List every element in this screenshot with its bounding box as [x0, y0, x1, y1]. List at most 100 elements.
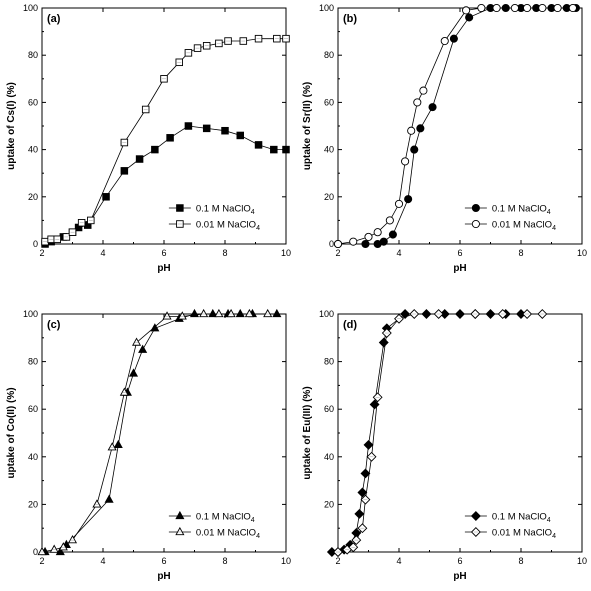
- data-point: [477, 3, 486, 13]
- x-axis-label: pH: [157, 263, 170, 274]
- y-tick-label: 60: [324, 97, 334, 107]
- data-point: [128, 368, 139, 377]
- y-tick-label: 40: [28, 452, 38, 462]
- legend-label: 0.01 M NaClO4: [196, 220, 260, 233]
- y-tick-label: 80: [324, 357, 334, 367]
- x-tick-label: 6: [161, 248, 166, 258]
- legend-marker: [471, 219, 480, 229]
- data-point: [361, 239, 370, 249]
- legend-label: 0.1 M NaClO4: [196, 512, 255, 525]
- data-point: [272, 308, 282, 318]
- legend-label: 0.01 M NaClO4: [196, 528, 260, 541]
- data-point: [107, 442, 117, 451]
- data-point: [363, 439, 374, 450]
- data-point: [236, 131, 244, 140]
- y-tick-label: 40: [28, 145, 38, 155]
- data-point: [462, 6, 471, 15]
- y-tick-label: 100: [23, 309, 38, 319]
- y-tick-label: 80: [28, 357, 38, 367]
- data-point: [440, 36, 449, 46]
- data-point: [568, 3, 577, 13]
- y-tick-label: 0: [33, 547, 38, 557]
- x-tick-label: 6: [457, 248, 462, 258]
- series-2: [333, 309, 548, 557]
- data-point: [221, 126, 229, 135]
- data-point: [492, 3, 501, 13]
- data-point: [132, 337, 142, 346]
- x-tick-label: 10: [577, 248, 587, 258]
- legend-marker: [470, 511, 481, 521]
- x-tick-label: 8: [222, 556, 227, 566]
- x-tick-label: 6: [457, 556, 462, 566]
- data-point: [364, 232, 373, 241]
- x-tick-label: 2: [335, 248, 340, 258]
- data-point: [208, 308, 218, 318]
- legend: 0.1 M NaClO4 0.01 M NaClO4: [168, 204, 260, 233]
- x-tick-label: 2: [39, 248, 44, 258]
- data-point: [244, 308, 254, 318]
- x-tick-label: 4: [100, 556, 105, 566]
- y-tick-label: 20: [28, 192, 38, 202]
- data-point: [92, 499, 102, 508]
- panel-label: (a): [47, 13, 61, 25]
- legend: 0.1 M NaClO4 0.01 M NaClO4: [464, 511, 556, 541]
- data-point: [385, 216, 394, 225]
- data-point: [235, 308, 245, 318]
- data-point: [510, 3, 519, 13]
- data-point: [162, 311, 172, 320]
- data-point: [138, 344, 148, 353]
- data-point: [184, 122, 193, 130]
- data-point: [373, 228, 382, 237]
- legend-label: 0.1 M NaClO4: [196, 204, 255, 217]
- y-tick-label: 40: [324, 145, 334, 155]
- x-tick-label: 2: [335, 556, 340, 566]
- data-point: [416, 124, 425, 133]
- data-point: [135, 155, 144, 163]
- legend-marker: [175, 510, 185, 520]
- y-tick-label: 100: [319, 3, 334, 13]
- data-point: [113, 439, 123, 449]
- y-tick-label: 0: [33, 239, 38, 249]
- data-point: [357, 487, 368, 498]
- legend: 0.1 M NaClO4 0.01 M NaClO4: [464, 203, 556, 232]
- data-point: [428, 103, 437, 112]
- data-point: [166, 134, 174, 142]
- data-point: [226, 308, 236, 318]
- data-point: [354, 508, 365, 519]
- series-curve: [337, 313, 543, 553]
- data-point: [202, 124, 211, 133]
- data-point: [333, 239, 343, 249]
- data-point: [419, 86, 428, 95]
- y-tick-label: 60: [28, 97, 38, 107]
- x-tick-label: 10: [577, 556, 587, 566]
- data-point: [49, 544, 59, 553]
- x-tick-label: 10: [281, 248, 291, 258]
- y-tick-label: 40: [324, 452, 334, 462]
- data-point: [538, 3, 547, 13]
- legend-label: 0.01 M NaClO4: [492, 528, 556, 541]
- data-point: [349, 237, 358, 246]
- x-tick-label: 8: [518, 248, 523, 258]
- x-tick-label: 2: [39, 556, 44, 566]
- data-point: [199, 308, 209, 318]
- data-point: [404, 195, 413, 204]
- data-point: [407, 126, 416, 135]
- data-point: [102, 193, 110, 201]
- data-point: [401, 157, 410, 166]
- y-axis-label: uptake of Cs(I) (%): [6, 82, 17, 170]
- series-2: [333, 3, 577, 249]
- series-2: [41, 34, 290, 246]
- data-point: [378, 337, 389, 348]
- y-tick-label: 20: [28, 499, 38, 509]
- data-point: [254, 141, 263, 149]
- data-point: [120, 167, 129, 175]
- legend-marker: [471, 203, 480, 213]
- data-point: [379, 237, 388, 246]
- legend-label: 0.1 M NaClO4: [492, 204, 551, 217]
- data-point: [151, 145, 159, 154]
- series-2: [37, 308, 273, 556]
